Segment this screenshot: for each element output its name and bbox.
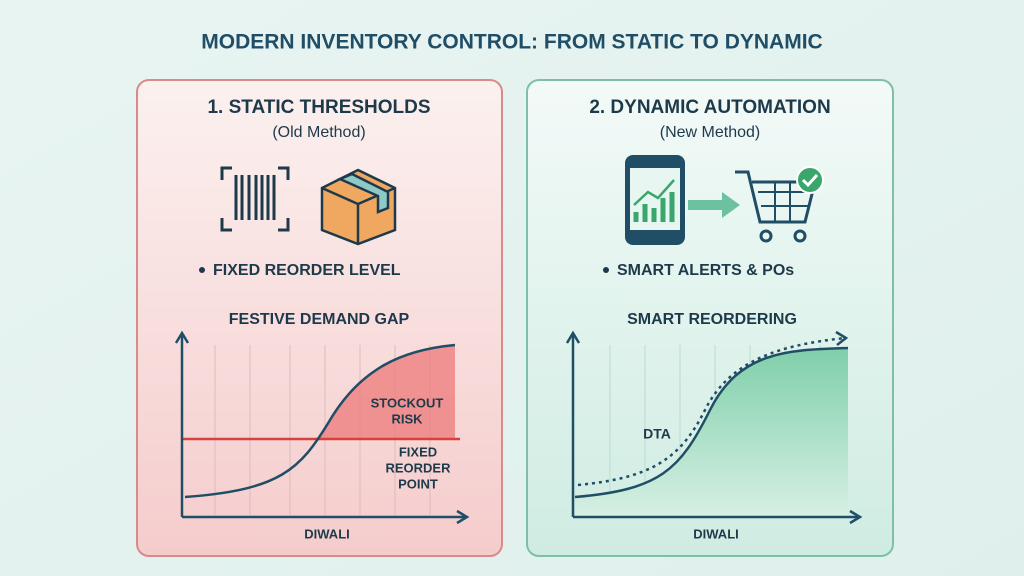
axes xyxy=(180,335,465,519)
annotation: DTA xyxy=(643,426,671,442)
check-mark xyxy=(801,173,819,188)
x-label: DIWALI xyxy=(304,526,350,541)
title: MODERN INVENTORY CONTROL: FROM STATIC TO… xyxy=(201,31,822,54)
stock-curve xyxy=(574,346,849,499)
bullet-dot xyxy=(199,267,205,273)
axis-arrows xyxy=(174,330,470,525)
cart-icon xyxy=(735,170,817,243)
bullet-dot xyxy=(603,267,609,273)
phone-icon xyxy=(625,155,685,245)
panel-subheading: (Old Method) xyxy=(272,124,365,141)
box-icon xyxy=(320,168,397,246)
panel-heading: 2. DYNAMIC AUTOMATION xyxy=(589,97,830,118)
chart-title: SMART REORDERING xyxy=(627,311,797,328)
forecast-arrow xyxy=(835,330,849,346)
annotation: STOCKOUT xyxy=(371,395,444,410)
annotation: RISK xyxy=(391,411,423,426)
annotation: FIXED xyxy=(399,444,437,459)
demand-curve xyxy=(184,343,456,499)
x-label: DIWALI xyxy=(693,526,739,541)
annotation: POINT xyxy=(398,476,438,491)
stock-area xyxy=(575,348,848,517)
chart-title: FESTIVE DEMAND GAP xyxy=(229,311,410,328)
annotation: REORDER xyxy=(385,460,451,475)
bullet-text: FIXED REORDER LEVEL xyxy=(213,262,401,279)
panel-heading: 1. STATIC THRESHOLDS xyxy=(207,97,430,118)
barcode-icon xyxy=(220,166,290,232)
arrow-icon xyxy=(688,192,740,218)
bullet-text: SMART ALERTS & POs xyxy=(617,262,794,279)
axes xyxy=(571,335,858,519)
forecast-curve xyxy=(577,336,846,487)
check-badge xyxy=(796,166,824,194)
panel-subheading: (New Method) xyxy=(660,124,760,141)
axis-arrows xyxy=(565,330,863,525)
stockout-area xyxy=(185,345,455,439)
